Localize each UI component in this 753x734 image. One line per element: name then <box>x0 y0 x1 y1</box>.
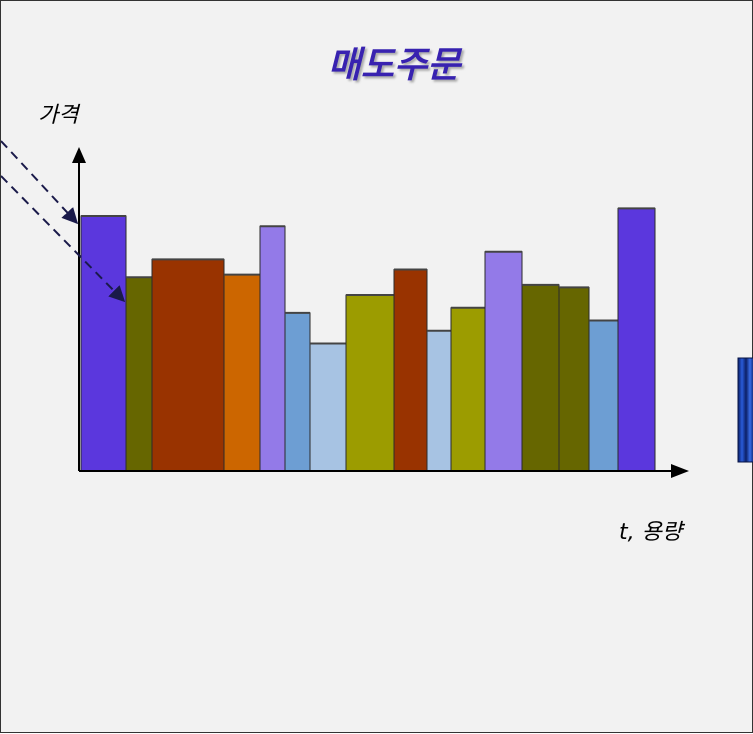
bar-2 <box>125 276 153 472</box>
bar-1 <box>80 215 127 472</box>
bar-14 <box>558 286 590 472</box>
bar-5 <box>259 225 286 472</box>
bar-12 <box>484 251 523 472</box>
chart-title: 매도주문 <box>328 45 463 86</box>
bar-15 <box>588 320 619 472</box>
bar-6 <box>284 312 311 472</box>
bar-16 <box>617 207 656 472</box>
bar-8 <box>345 294 395 472</box>
x-axis-arrow-icon <box>671 464 689 478</box>
decorative-gradient-box <box>737 357 753 463</box>
bar-4 <box>223 274 261 472</box>
bar-7 <box>309 343 347 472</box>
x-axis-label: t, 용량 <box>619 520 686 545</box>
bar-11 <box>450 307 486 472</box>
y-axis-label: 가격 <box>38 103 81 128</box>
bar-13 <box>521 284 560 472</box>
y-axis-arrow-icon <box>72 147 86 163</box>
bar-3 <box>151 258 225 472</box>
bar-series <box>80 207 656 472</box>
dashed-pointer-arrow-top <box>1 140 79 225</box>
bar-10 <box>426 330 452 472</box>
bar-9 <box>393 269 428 472</box>
